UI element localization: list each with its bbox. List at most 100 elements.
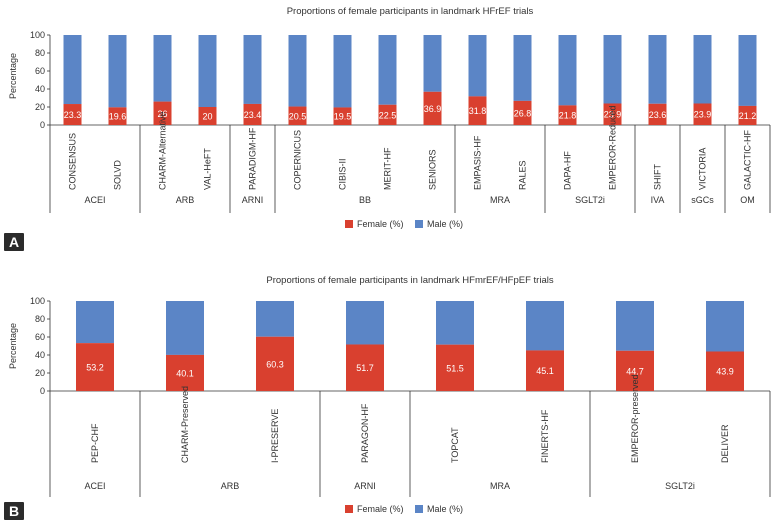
- bar-female: [378, 104, 397, 125]
- legend-label: Female (%): [357, 219, 404, 229]
- bar-male: [288, 35, 307, 107]
- x-tick-label: VAL-HeFT: [203, 148, 213, 190]
- x-tick-label: SENIORS: [428, 149, 438, 190]
- x-tick-label: PEP-CHF: [90, 423, 100, 463]
- y-tick-label: 100: [30, 30, 45, 40]
- legend-swatch: [345, 505, 353, 513]
- bar-male: [243, 35, 262, 104]
- bar-female: [706, 351, 744, 391]
- bar-female: [166, 354, 204, 391]
- data-label: 53.2: [86, 363, 104, 373]
- bar-male: [423, 35, 442, 92]
- bar-female: [198, 107, 217, 125]
- chart-panel-a: Proportions of female participants in la…: [4, 6, 771, 251]
- bar-female: [468, 96, 487, 125]
- chart-title-a: Proportions of female participants in la…: [287, 6, 534, 17]
- y-tick-label: 100: [30, 296, 45, 306]
- legend-swatch: [415, 505, 423, 513]
- x-tick-label: PARAGON-HF: [360, 403, 370, 463]
- bar-male: [198, 35, 217, 107]
- bar-female: [288, 106, 307, 125]
- bar-male: [648, 35, 667, 104]
- data-label: 23.9: [604, 110, 622, 120]
- group-label: IVA: [651, 195, 665, 205]
- data-label: 60.3: [266, 359, 284, 369]
- data-label: 43.9: [716, 367, 734, 377]
- group-label: OM: [740, 195, 755, 205]
- x-tick-label: SHIFT: [653, 163, 663, 190]
- group-label: BB: [359, 195, 371, 205]
- panel-badge-a: A: [4, 233, 24, 251]
- bar-female: [616, 350, 654, 391]
- y-tick-label: 40: [35, 84, 45, 94]
- data-label: 19.6: [109, 112, 127, 122]
- data-label: 22.5: [379, 110, 397, 120]
- y-tick-label: 20: [35, 368, 45, 378]
- legend-label: Male (%): [427, 219, 463, 229]
- group-label: sGCs: [691, 195, 714, 205]
- data-label: 31.8: [469, 106, 487, 116]
- data-label: 23.9: [694, 110, 712, 120]
- bar-male: [616, 301, 654, 351]
- x-tick-label: MERIT-HF: [383, 147, 393, 190]
- bar-female: [63, 104, 82, 125]
- bar-female: [513, 100, 532, 125]
- bar-female: [603, 103, 622, 125]
- x-tick-label: SOLVD: [113, 160, 123, 190]
- data-label: 23.4: [244, 110, 262, 120]
- data-label: 51.5: [446, 363, 464, 373]
- legend-a: Female (%) Male (%): [345, 219, 463, 229]
- group-label: MRA: [490, 481, 510, 491]
- bar-female: [346, 344, 384, 391]
- chart-title-b: Proportions of female participants in la…: [266, 275, 553, 286]
- bar-female: [558, 105, 577, 125]
- bar-female: [436, 344, 474, 391]
- y-tick-label: 0: [40, 386, 45, 396]
- bar-male: [63, 35, 82, 105]
- bar-male: [738, 35, 757, 106]
- bar-male: [346, 301, 384, 345]
- x-tick-label: TOPCAT: [450, 427, 460, 463]
- bar-male: [108, 35, 127, 108]
- group-label: MRA: [490, 195, 510, 205]
- bar-female: [423, 91, 442, 125]
- bar-male: [436, 301, 474, 345]
- bar-female: [256, 336, 294, 391]
- bar-male: [706, 301, 744, 352]
- svg-text:B: B: [9, 503, 19, 519]
- data-label: 51.7: [356, 363, 374, 373]
- x-tick-label: DAPA-HF: [563, 151, 573, 190]
- data-label: 44.7: [626, 366, 644, 376]
- bar-male: [558, 35, 577, 106]
- chart-panel-b: Proportions of female participants in la…: [4, 275, 771, 520]
- y-tick-label: 60: [35, 66, 45, 76]
- bar-female: [526, 350, 564, 391]
- bar-male: [526, 301, 564, 351]
- group-label: ACEI: [84, 481, 105, 491]
- legend-b: Female (%) Male (%): [345, 504, 463, 514]
- panel-badge-b: B: [4, 502, 24, 520]
- data-label: 23.3: [64, 110, 82, 120]
- plot-area-b: 0 20 40 60 80 100 53.2 PEP-CHF 40.1 CHARM-Preserv…: [30, 296, 771, 497]
- x-tick-label: GALACTIC-HF: [743, 129, 753, 190]
- bar-female: [693, 103, 712, 125]
- bar-male: [256, 301, 294, 337]
- group-label: ARB: [221, 481, 240, 491]
- legend-swatch: [415, 220, 423, 228]
- bar-female: [738, 105, 757, 125]
- x-tick-label: DELIVER: [720, 424, 730, 463]
- group-label: ARB: [176, 195, 195, 205]
- bar-male: [603, 35, 622, 104]
- bar-male: [153, 35, 172, 102]
- svg-text:A: A: [9, 234, 19, 250]
- bar-female: [333, 107, 352, 125]
- x-tick-label: EMPASIS-HF: [473, 135, 483, 190]
- legend-swatch: [345, 220, 353, 228]
- group-label: SGLT2i: [575, 195, 605, 205]
- bar-male: [378, 35, 397, 105]
- y-tick-label: 60: [35, 332, 45, 342]
- data-label: 19.5: [334, 112, 352, 122]
- x-tick-label: VICTORIA: [698, 148, 708, 190]
- x-tick-label: FINERTS-HF: [540, 409, 550, 463]
